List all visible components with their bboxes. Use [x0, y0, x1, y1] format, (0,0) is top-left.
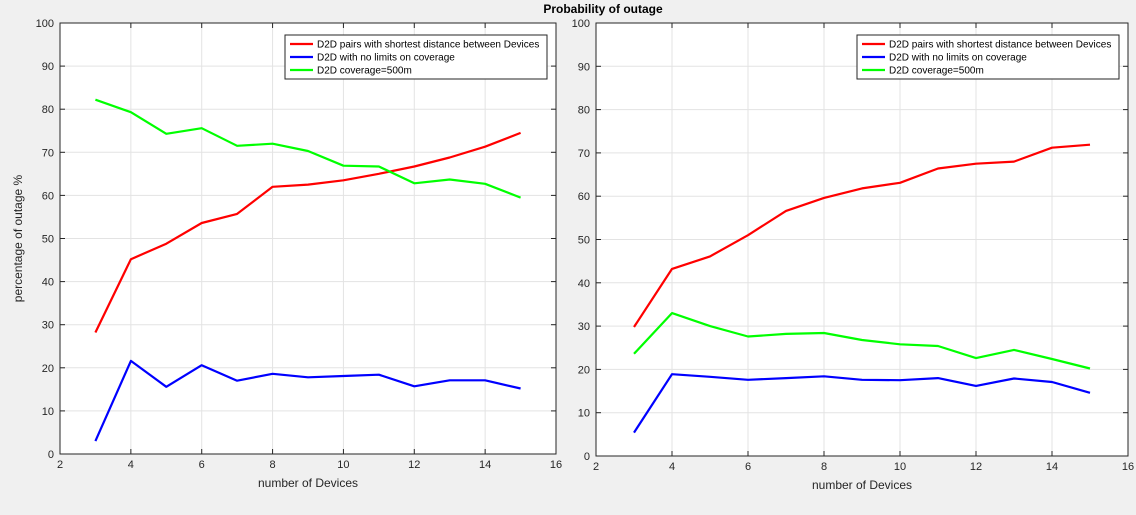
y-tick-label: 80 [42, 104, 54, 116]
x-tick-label: 8 [821, 461, 827, 473]
y-tick-label: 10 [578, 408, 590, 420]
legend-label: D2D with no limits on coverage [889, 53, 1027, 64]
legend-label: D2D coverage=500m [317, 66, 412, 77]
x-tick-label: 12 [970, 461, 982, 473]
series-line-1 [94, 131, 521, 333]
legend-label: D2D pairs with shortest distance between… [317, 40, 539, 51]
y-tick-label: 60 [578, 191, 590, 203]
y-axis-label: percentage of outage % [11, 174, 25, 302]
series-line-2 [94, 359, 521, 442]
y-tick-label: 20 [578, 364, 590, 376]
y-tick-label: 100 [572, 18, 590, 30]
y-tick-label: 90 [578, 61, 590, 73]
y-tick-label: 90 [42, 61, 54, 73]
y-tick-label: 20 [42, 363, 54, 375]
x-tick-label: 2 [593, 461, 599, 473]
y-tick-label: 80 [578, 105, 590, 117]
x-tick-label: 16 [1122, 461, 1134, 473]
y-tick-label: 50 [578, 235, 590, 247]
series-line-1 [633, 143, 1091, 328]
chart-panel-1: 2 4 6 8 10 12 14 16 0 10 20 30 40 50 60 70 80 90 100 number… [11, 18, 562, 490]
x-tick-label: 8 [270, 459, 276, 471]
legend: D2D pairs with shortest distance between… [856, 34, 1120, 80]
x-tick-label: 4 [128, 459, 134, 471]
y-tick-label: 40 [578, 278, 590, 290]
x-tick-label: 6 [199, 459, 205, 471]
legend-box [284, 34, 548, 80]
x-tick-label: 12 [408, 459, 420, 471]
legend-label: D2D pairs with shortest distance between… [889, 40, 1111, 51]
x-tick-label: 10 [337, 459, 349, 471]
series-line-2 [633, 373, 1091, 434]
y-tick-label: 60 [42, 190, 54, 202]
legend: D2D pairs with shortest distance between… [284, 34, 548, 80]
y-tick-label: 70 [42, 147, 54, 159]
figure-title: Probability of outage [543, 2, 663, 16]
series-line-3 [633, 312, 1091, 370]
y-tick-label: 0 [584, 451, 590, 463]
y-tick-label: 30 [42, 320, 54, 332]
y-tick-label: 10 [42, 406, 54, 418]
x-tick-label: 14 [1046, 461, 1058, 473]
y-tick-label: 40 [42, 277, 54, 289]
chart-panel-2: 2 4 6 8 10 12 14 16 0 10 20 30 40 50 60 70 80 90 100 number… [572, 18, 1134, 492]
x-axis-label: number of Devices [812, 478, 912, 492]
series-line-3 [95, 98, 521, 199]
x-tick-label: 16 [550, 459, 562, 471]
x-tick-label: 6 [745, 461, 751, 473]
legend-box [856, 34, 1120, 80]
x-tick-label: 2 [57, 459, 63, 471]
legend-label: D2D coverage=500m [889, 66, 984, 77]
x-tick-label: 14 [479, 459, 491, 471]
x-tick-label: 10 [894, 461, 906, 473]
y-tick-label: 0 [48, 449, 54, 461]
legend-label: D2D with no limits on coverage [317, 53, 455, 64]
x-tick-label: 4 [669, 461, 675, 473]
y-tick-label: 30 [578, 321, 590, 333]
y-tick-label: 70 [578, 148, 590, 160]
y-tick-label: 100 [36, 18, 54, 30]
y-tick-label: 50 [42, 234, 54, 246]
x-axis-label: number of Devices [258, 476, 358, 490]
